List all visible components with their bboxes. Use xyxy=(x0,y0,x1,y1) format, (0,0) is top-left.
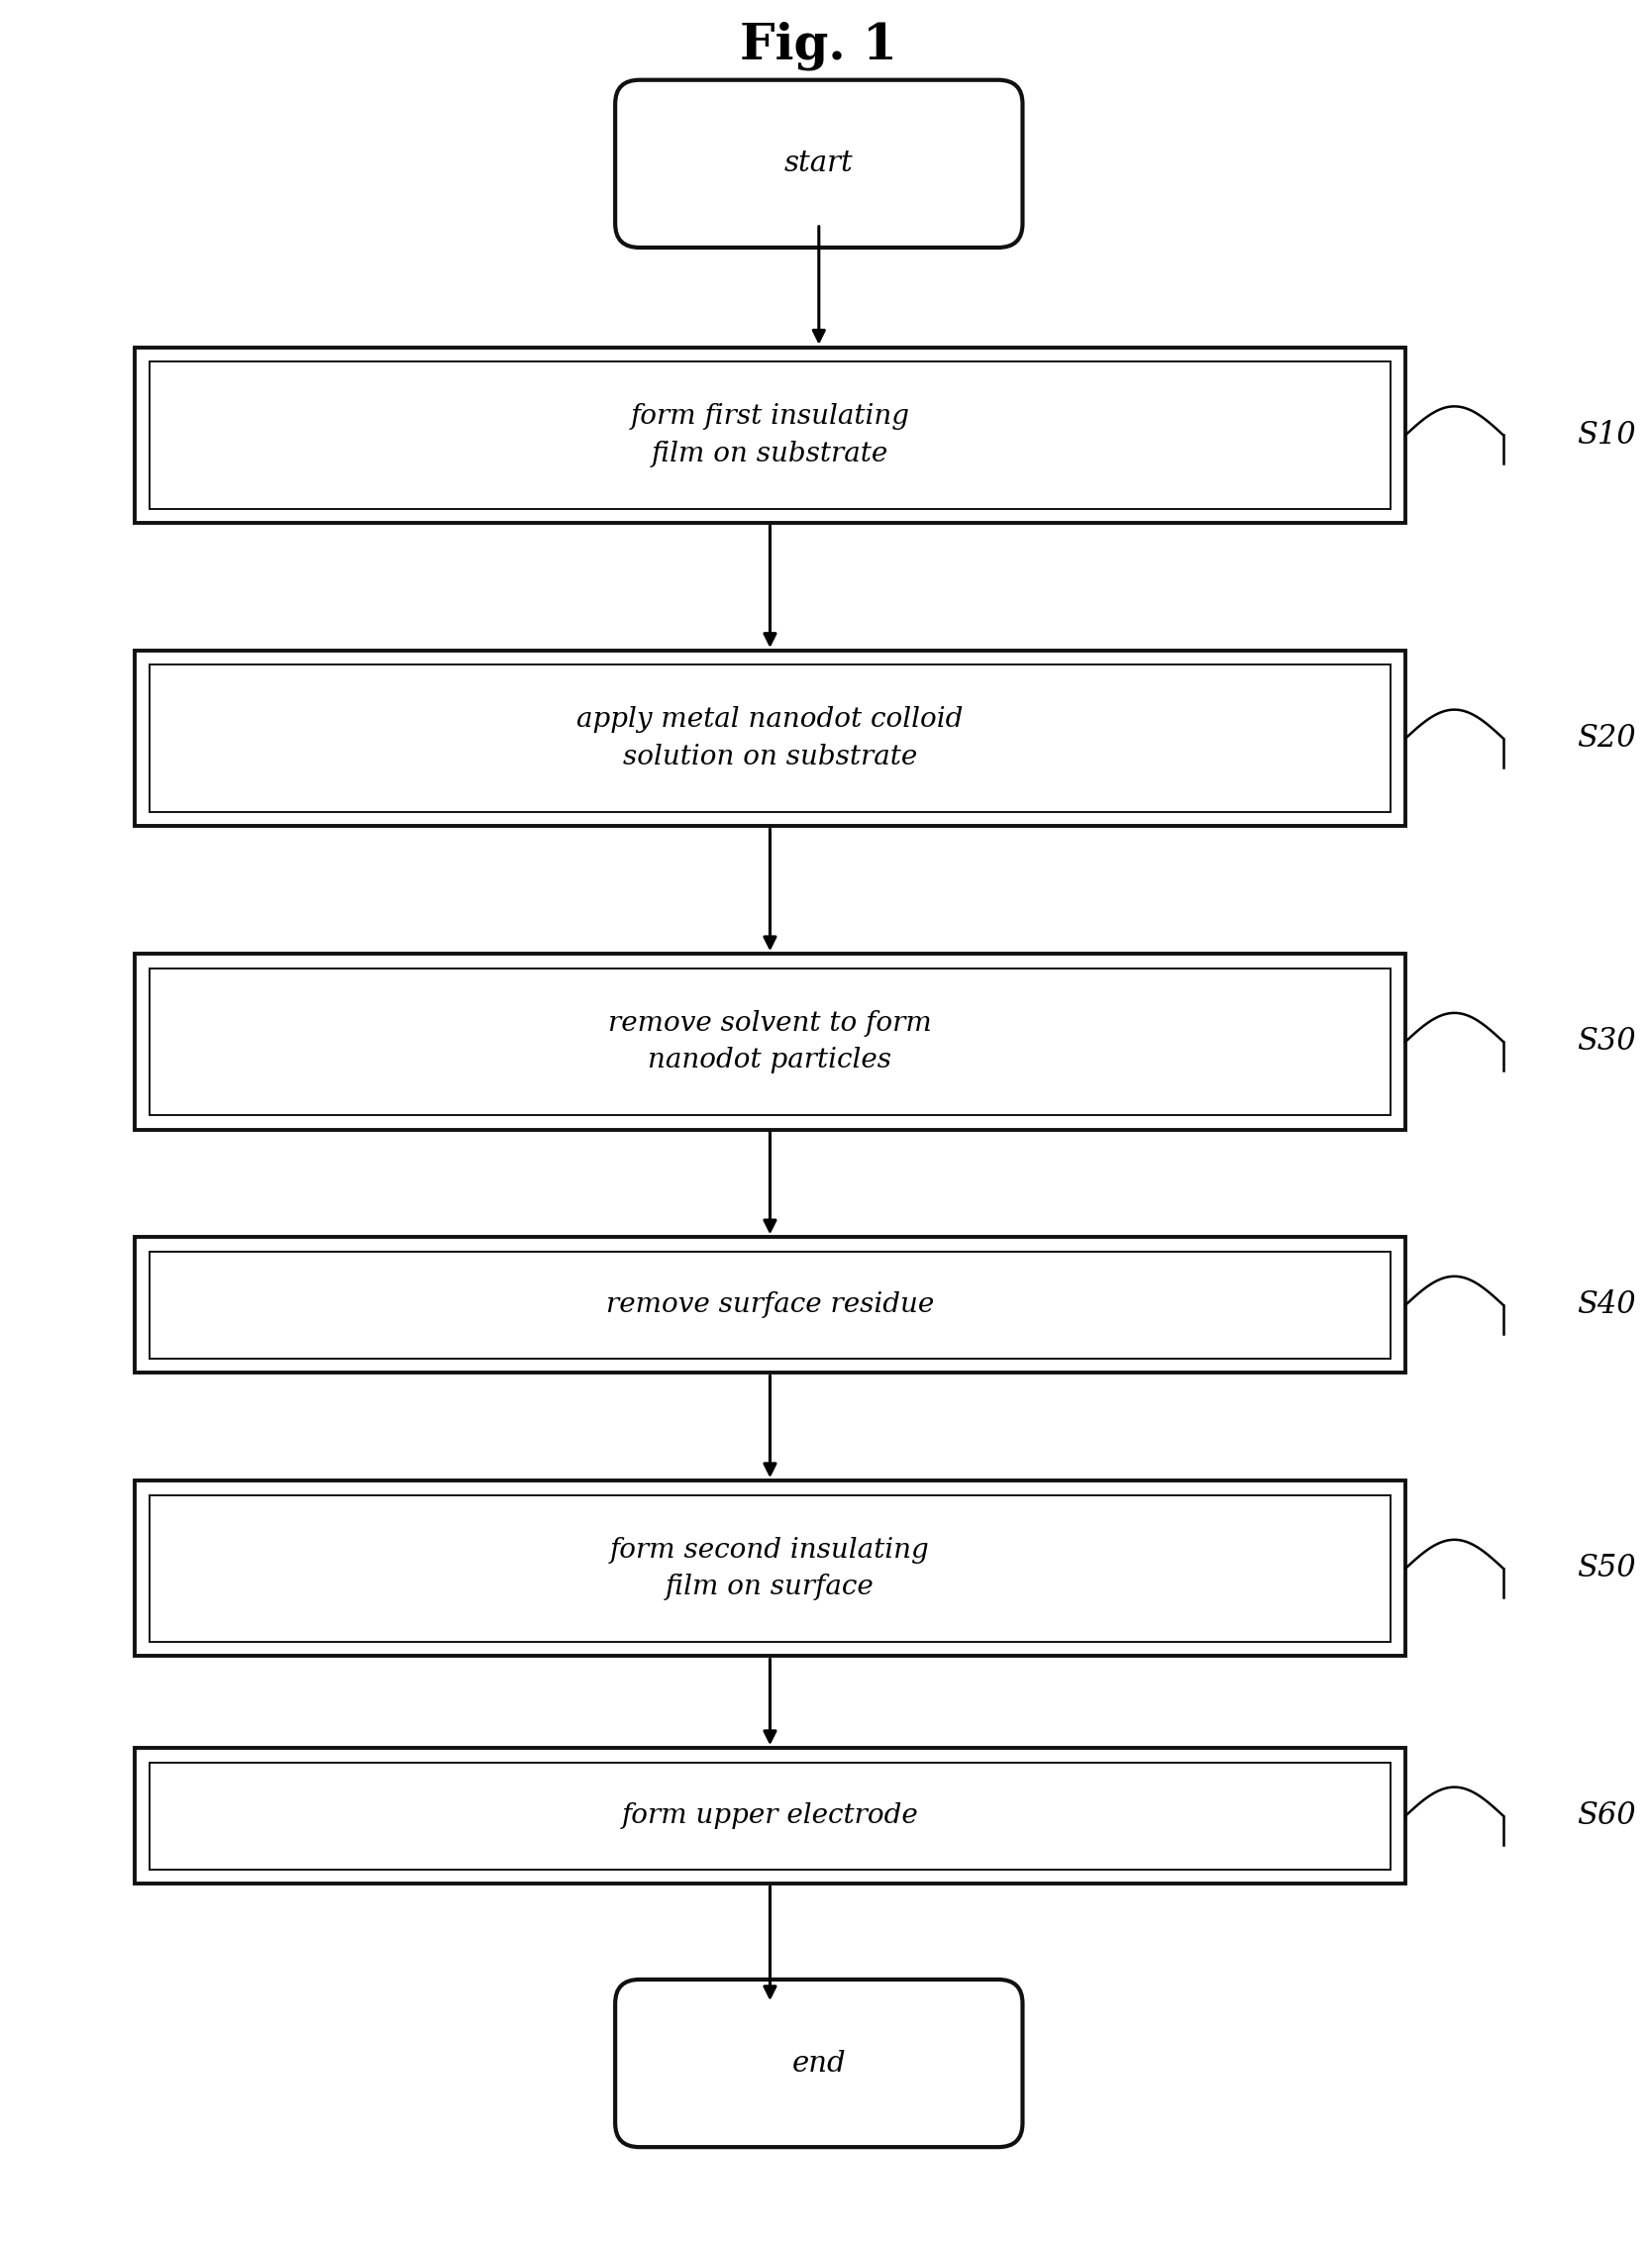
Text: Fig. 1: Fig. 1 xyxy=(740,22,897,72)
Text: remove surface residue: remove surface residue xyxy=(606,1292,933,1319)
Text: S50: S50 xyxy=(1576,1552,1635,1584)
Bar xyxy=(149,361,1391,509)
Bar xyxy=(134,1480,1406,1655)
Bar xyxy=(134,348,1406,523)
Text: form second insulating
film on surface: form second insulating film on surface xyxy=(610,1536,930,1602)
Bar xyxy=(134,1747,1406,1884)
Bar xyxy=(149,969,1391,1115)
Text: apply metal nanodot colloid
solution on substrate: apply metal nanodot colloid solution on … xyxy=(577,707,963,769)
Text: end: end xyxy=(791,2050,846,2077)
Text: S20: S20 xyxy=(1576,722,1635,754)
Bar xyxy=(134,650,1406,825)
Text: S10: S10 xyxy=(1576,419,1635,451)
Text: S30: S30 xyxy=(1576,1027,1635,1056)
Text: S60: S60 xyxy=(1576,1801,1635,1830)
Text: form upper electrode: form upper electrode xyxy=(621,1803,919,1830)
FancyBboxPatch shape xyxy=(615,1981,1023,2147)
Text: S40: S40 xyxy=(1576,1290,1635,1321)
FancyBboxPatch shape xyxy=(615,81,1023,247)
Bar xyxy=(149,664,1391,812)
Bar xyxy=(149,1252,1391,1359)
Text: start: start xyxy=(785,150,854,177)
Text: form first insulating
film on substrate: form first insulating film on substrate xyxy=(631,404,910,467)
Bar xyxy=(149,1496,1391,1642)
Bar xyxy=(149,1763,1391,1868)
Bar xyxy=(134,1238,1406,1373)
Text: remove solvent to form
nanodot particles: remove solvent to form nanodot particles xyxy=(608,1009,932,1074)
Bar xyxy=(134,953,1406,1130)
